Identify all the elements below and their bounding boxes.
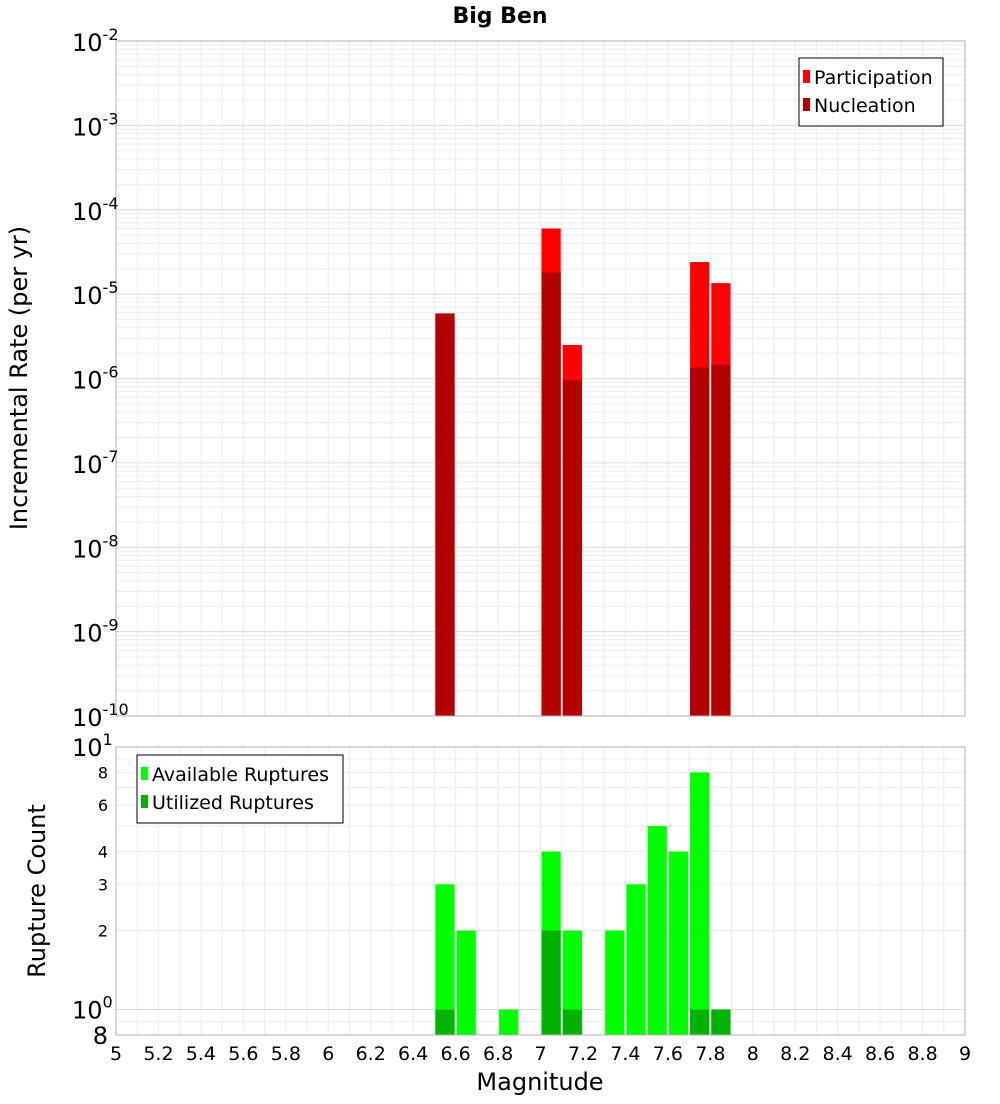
y-tick-label: 6 bbox=[98, 796, 108, 815]
y-tick-label: 10-3 bbox=[72, 109, 119, 141]
plot-frame bbox=[115, 746, 966, 1036]
legend-swatch bbox=[803, 70, 810, 83]
series-nucleation bbox=[435, 272, 731, 716]
x-tick-label: 8.8 bbox=[907, 1043, 937, 1065]
bar bbox=[626, 884, 646, 1035]
legend-label: Participation bbox=[814, 67, 933, 89]
legend: Available Ruptures Utilized Ruptures bbox=[136, 754, 344, 824]
x-tick-label: 7.2 bbox=[568, 1043, 598, 1065]
y-tick-label: 100 bbox=[72, 993, 113, 1025]
x-tick-label: 5.4 bbox=[186, 1043, 216, 1065]
legend-label: Utilized Ruptures bbox=[152, 792, 314, 814]
x-tick-label: 7.4 bbox=[610, 1043, 640, 1065]
y-tick-label: 10-8 bbox=[72, 531, 119, 563]
y-tick-label: 101 bbox=[72, 730, 113, 762]
x-tick-label: 5.6 bbox=[228, 1043, 258, 1065]
bar bbox=[435, 884, 455, 1035]
bar bbox=[711, 1009, 731, 1035]
y-tick-label: 10-7 bbox=[72, 447, 119, 479]
x-tick-label: 5.8 bbox=[271, 1043, 301, 1065]
x-tick-label: 8.2 bbox=[780, 1043, 810, 1065]
x-tick-label: 5 bbox=[110, 1043, 122, 1065]
y-tick-label: 10-5 bbox=[72, 278, 119, 310]
bar bbox=[541, 930, 561, 1035]
grid bbox=[115, 40, 966, 717]
x-tick-label: 7 bbox=[534, 1043, 546, 1065]
bar bbox=[562, 1009, 582, 1035]
y-tick-label: 8 bbox=[93, 1022, 108, 1050]
series-utilized-ruptures bbox=[435, 930, 731, 1035]
top-panel: Participation Nucleation 10-10 10-9 10-8 10-7… bbox=[72, 25, 966, 732]
y-tick-label: 8 bbox=[98, 763, 108, 782]
bar bbox=[690, 772, 710, 1035]
bar bbox=[690, 1009, 710, 1035]
y-tick-label: 10-2 bbox=[72, 25, 119, 57]
bar bbox=[562, 930, 582, 1035]
legend-swatch bbox=[803, 98, 810, 111]
y-tick-label: 10-10 bbox=[72, 700, 129, 732]
bar bbox=[435, 313, 455, 716]
bar bbox=[562, 380, 582, 716]
bottom-y-axis-label: Rupture Count bbox=[23, 804, 51, 978]
x-tick-label: 6.4 bbox=[398, 1043, 428, 1065]
x-tick-label: 9 bbox=[959, 1043, 971, 1065]
bar bbox=[541, 272, 561, 716]
y-tick-label: 10-9 bbox=[72, 616, 119, 648]
legend-box bbox=[798, 57, 944, 127]
legend-swatch bbox=[141, 795, 148, 808]
x-tick-label: 8.4 bbox=[823, 1043, 853, 1065]
series-available-ruptures bbox=[435, 772, 731, 1035]
y-tick-label: 3 bbox=[98, 875, 108, 894]
x-tick-label: 6.6 bbox=[440, 1043, 470, 1065]
legend: Participation Nucleation bbox=[798, 57, 944, 127]
x-tick-label: 6 bbox=[322, 1043, 334, 1065]
legend-label: Nucleation bbox=[814, 95, 916, 117]
x-tick-label: 7.8 bbox=[695, 1043, 725, 1065]
x-tick-label: 6.8 bbox=[483, 1043, 513, 1065]
bottom-panel: Available Ruptures Utilized Ruptures 8 6 4 3 2… bbox=[72, 730, 971, 1065]
bar bbox=[690, 367, 710, 716]
bar bbox=[435, 1009, 455, 1035]
bar bbox=[456, 930, 476, 1035]
top-y-axis-label: Incremental Rate (per yr) bbox=[5, 226, 33, 530]
legend-box bbox=[136, 754, 344, 824]
top-y-tick-labels: 10-10 10-9 10-8 10-7 10-6 10-5 10-4 10-3 10-2 bbox=[72, 25, 129, 732]
plot-frame bbox=[115, 40, 966, 717]
chart-title: Big Ben bbox=[452, 4, 547, 29]
bar bbox=[647, 826, 667, 1035]
x-tick-labels: 5 5.2 5.4 5.6 5.8 6 6.2 6.4 6.6 6.8 7 7.2 7.4 7.6 7.8 8… bbox=[110, 1043, 971, 1065]
y-tick-label: 10-6 bbox=[72, 363, 119, 395]
bar bbox=[499, 1009, 519, 1035]
legend-label: Available Ruptures bbox=[152, 764, 329, 786]
y-tick-label: 10-4 bbox=[72, 194, 119, 226]
x-tick-label: 8 bbox=[747, 1043, 759, 1065]
bar bbox=[668, 851, 689, 1035]
x-tick-label: 7.6 bbox=[653, 1043, 683, 1065]
x-tick-label: 5.2 bbox=[143, 1043, 173, 1065]
x-tick-label: 8.6 bbox=[865, 1043, 895, 1065]
bar bbox=[711, 364, 731, 716]
y-tick-label: 4 bbox=[98, 842, 108, 861]
y-tick-label: 2 bbox=[98, 922, 108, 941]
x-tick-label: 6.2 bbox=[356, 1043, 386, 1065]
legend-swatch bbox=[141, 767, 148, 780]
x-axis-label: Magnitude bbox=[476, 1068, 603, 1096]
bar bbox=[605, 930, 625, 1035]
